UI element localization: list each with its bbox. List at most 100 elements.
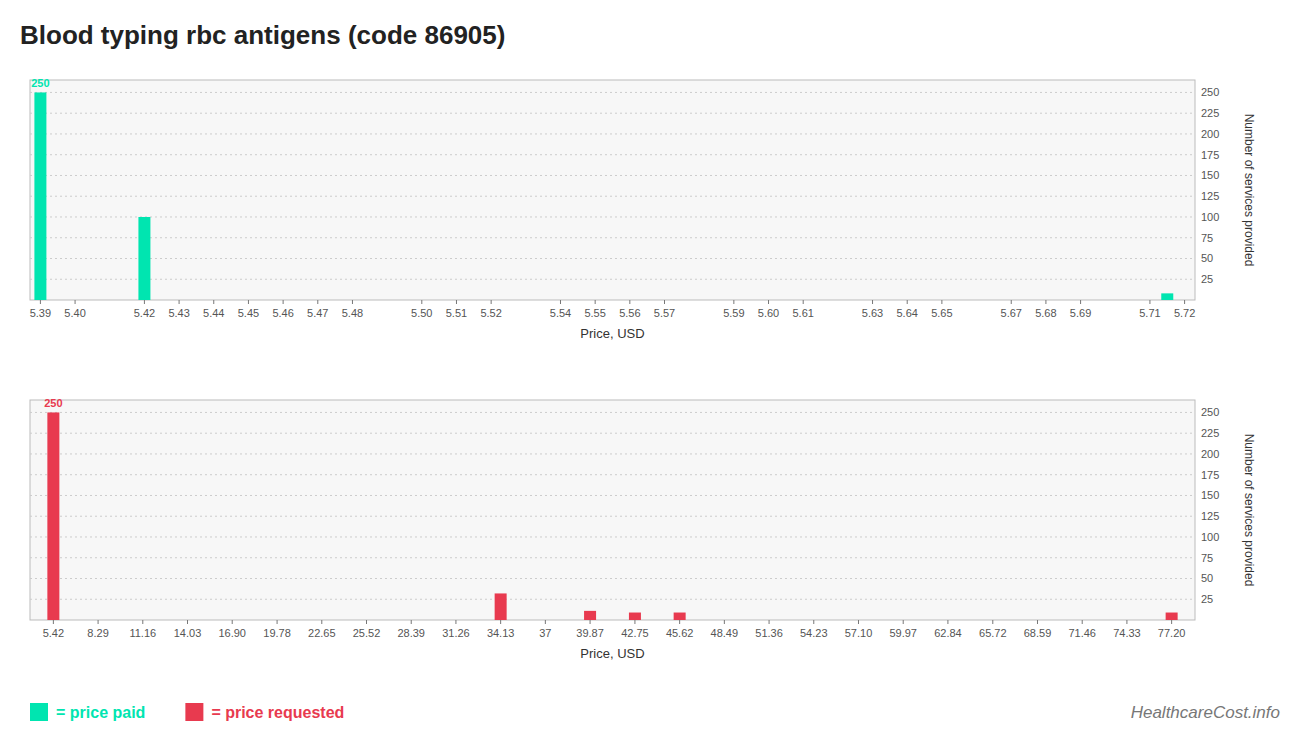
x-tick-label: 5.44 [203,307,224,319]
x-tick [75,300,76,304]
grid-line [30,237,1195,238]
grid-line [30,258,1195,259]
x-tick [1171,620,1172,624]
x-tick-label: 8.29 [87,627,108,639]
x-tick-label: 5.71 [1139,307,1160,319]
chart: Blood typing rbc antigens (code 86905)25… [20,20,1256,341]
x-tick [903,620,904,624]
x-tick [992,620,993,624]
x-tick-label: 5.68 [1035,307,1056,319]
x-tick-label: 48.49 [711,627,739,639]
x-tick-label: 42.75 [621,627,649,639]
x-tick-label: 5.57 [654,307,675,319]
x-tick-label: 74.33 [1113,627,1141,639]
x-tick [40,300,41,304]
x-tick [1149,300,1150,304]
bar [34,92,46,300]
x-tick-label: 5.63 [862,307,883,319]
chart: 2550751001251501752002252505.428.2911.16… [30,397,1256,661]
x-tick-label: 5.54 [550,307,571,319]
x-tick [213,300,214,304]
x-tick-label: 59.97 [889,627,917,639]
x-tick [724,620,725,624]
x-tick-label: 25.52 [353,627,381,639]
bar [629,613,641,620]
y-tick-label: 200 [1201,128,1219,140]
grid-line [30,516,1195,517]
plot-frame [30,400,1195,620]
x-tick-label: 5.48 [342,307,363,319]
legend-swatch [30,703,48,721]
background [0,0,1300,750]
x-tick [317,300,318,304]
x-tick [733,300,734,304]
x-tick [232,620,233,624]
x-tick [1080,300,1081,304]
x-tick-label: 5.72 [1174,307,1195,319]
x-tick-label: 68.59 [1024,627,1052,639]
x-tick [947,620,948,624]
x-tick-label: 5.55 [584,307,605,319]
x-tick [907,300,908,304]
x-tick [187,620,188,624]
x-axis-label: Price, USD [580,326,644,341]
x-axis-label: Price, USD [580,646,644,661]
x-tick [321,620,322,624]
x-tick-label: 5.47 [307,307,328,319]
grid-line [30,196,1195,197]
y-axis-label: Number of services provided [1242,114,1256,267]
y-tick-label: 75 [1201,232,1213,244]
x-tick [560,300,561,304]
x-tick-label: 71.46 [1068,627,1096,639]
grid-line [30,113,1195,114]
x-tick [421,300,422,304]
grid-line [30,433,1195,434]
y-tick-label: 200 [1201,448,1219,460]
chart-root: Blood typing rbc antigens (code 86905) 25… [0,0,1300,750]
y-tick-label: 125 [1201,190,1219,202]
x-tick [1082,620,1083,624]
x-tick [248,300,249,304]
y-tick-label: 175 [1201,469,1219,481]
x-tick-label: 5.45 [238,307,259,319]
grid-line [30,453,1195,454]
x-tick-label: 5.40 [64,307,85,319]
x-tick [664,300,665,304]
x-tick-label: 5.59 [723,307,744,319]
grid-line [30,557,1195,558]
legend: = price paid= price requested [30,703,344,721]
x-tick-label: 31.26 [442,627,470,639]
x-tick-label: 37 [539,627,551,639]
x-tick [1184,300,1185,304]
x-tick [411,620,412,624]
x-tick [545,620,546,624]
x-tick [768,300,769,304]
annotation: 250 [44,397,62,409]
title: Blood typing rbc antigens (code 86905) [20,20,505,50]
x-tick [142,620,143,624]
x-tick [455,620,456,624]
x-tick [179,300,180,304]
x-tick [813,620,814,624]
x-tick [1011,300,1012,304]
x-tick [941,300,942,304]
x-tick [456,300,457,304]
x-tick [1037,620,1038,624]
x-tick-label: 28.39 [397,627,425,639]
x-tick [144,300,145,304]
bar [584,611,596,620]
y-tick-label: 125 [1201,510,1219,522]
x-tick-label: 5.60 [758,307,779,319]
x-tick-label: 45.62 [666,627,694,639]
bar [47,412,59,620]
x-tick [590,620,591,624]
x-tick-label: 5.61 [792,307,813,319]
x-tick [679,620,680,624]
y-tick-label: 225 [1201,427,1219,439]
x-tick [366,620,367,624]
grid-line [30,412,1195,413]
x-tick-label: 14.03 [174,627,202,639]
legend-swatch [185,703,203,721]
x-tick-label: 11.16 [129,627,156,639]
y-tick-label: 150 [1201,489,1219,501]
